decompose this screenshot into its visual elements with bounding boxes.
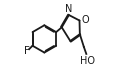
Text: F: F: [24, 46, 30, 56]
Text: N: N: [64, 4, 71, 14]
Text: O: O: [80, 15, 88, 25]
Text: HO: HO: [79, 56, 94, 66]
